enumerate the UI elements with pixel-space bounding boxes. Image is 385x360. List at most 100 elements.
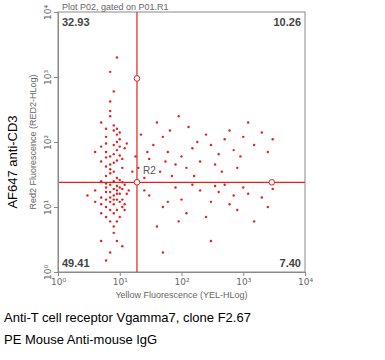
- data-point: [116, 159, 118, 161]
- data-point: [94, 151, 96, 153]
- data-point: [123, 184, 125, 186]
- data-point: [191, 147, 193, 149]
- data-point: [148, 194, 150, 196]
- data-point: [105, 142, 107, 144]
- data-point: [109, 184, 111, 186]
- data-point: [228, 203, 230, 205]
- quadrant-handle[interactable]: [134, 76, 140, 82]
- data-point: [109, 201, 111, 203]
- x-tick-label: 10¹: [113, 277, 128, 287]
- data-point: [217, 153, 219, 155]
- data-point: [100, 196, 102, 198]
- y-tick: 10²: [43, 135, 58, 150]
- data-point: [116, 189, 118, 191]
- data-point: [242, 136, 244, 138]
- data-point: [223, 184, 225, 186]
- data-point: [205, 216, 207, 218]
- data-point: [174, 163, 176, 165]
- plot-frame: [58, 12, 305, 272]
- data-point: [113, 188, 115, 190]
- data-point: [105, 165, 107, 167]
- data-point: [119, 154, 121, 156]
- data-point: [131, 170, 133, 172]
- data-point: [109, 155, 111, 157]
- data-point: [116, 209, 118, 211]
- data-point: [105, 128, 107, 130]
- data-point: [109, 163, 111, 165]
- data-point: [261, 196, 263, 198]
- data-point: [143, 189, 145, 191]
- x-tick: 10³: [236, 272, 251, 287]
- title: Plot P02, gated on P01.R1: [62, 2, 169, 12]
- outer-y-label: AF647 anti-CD3: [5, 115, 20, 208]
- data-point: [232, 149, 234, 151]
- data-point: [119, 193, 121, 195]
- x-tick-label: 10⁴: [298, 277, 313, 287]
- data-point: [146, 151, 148, 153]
- data-point: [109, 115, 111, 117]
- data-point: [119, 131, 121, 133]
- quadrant-handle[interactable]: [269, 179, 275, 185]
- x-axis-title: Yellow Fluorescence (YEL-HLog): [115, 290, 247, 300]
- data-point: [239, 155, 241, 157]
- data-point: [100, 240, 102, 242]
- y-tick-mark: [54, 142, 58, 143]
- data-point: [210, 201, 212, 203]
- data-point: [162, 206, 164, 208]
- data-point: [113, 203, 115, 205]
- data-point: [187, 126, 189, 128]
- data-point: [113, 144, 115, 146]
- data-point: [113, 194, 115, 196]
- data-point: [105, 191, 107, 193]
- quadrant-percentage: 10.26: [273, 16, 301, 28]
- y-tick-label: 10¹: [43, 200, 53, 215]
- caption: PE Mouse Anti-mouse IgG: [4, 332, 157, 347]
- x-tick: 10⁴: [298, 272, 313, 287]
- data-point: [126, 142, 128, 144]
- data-point: [156, 225, 158, 227]
- y-tick: 10⁰: [43, 265, 58, 280]
- data-point: [100, 212, 102, 214]
- y-tick: 10⁴: [43, 5, 58, 20]
- y-tick: 10³: [43, 70, 58, 85]
- x-axis: 10⁰10¹10²10³10⁴: [51, 272, 313, 287]
- data-point: [247, 193, 249, 195]
- data-point: [113, 212, 115, 214]
- data-point: [116, 198, 118, 200]
- data-point: [267, 151, 269, 153]
- data-point: [167, 151, 169, 153]
- data-point: [156, 121, 158, 123]
- y-tick-mark: [54, 272, 58, 273]
- data-point: [116, 56, 118, 58]
- data-point: [119, 186, 121, 188]
- data-point: [113, 162, 115, 164]
- data-point: [253, 144, 255, 146]
- data-point: [105, 186, 107, 188]
- y-tick-label: 10⁰: [43, 265, 53, 280]
- data-point: [210, 144, 212, 146]
- data-point: [221, 170, 223, 172]
- data-point: [199, 189, 201, 191]
- data-point: [105, 206, 107, 208]
- data-point: [116, 220, 118, 222]
- data-point: [100, 145, 102, 147]
- data-point: [185, 167, 187, 169]
- data-point: [116, 240, 118, 242]
- data-point: [191, 184, 193, 186]
- data-point: [100, 160, 102, 162]
- data-point: [185, 212, 187, 214]
- data-point: [116, 133, 118, 135]
- data-point: [94, 201, 96, 203]
- x-tick: 10²: [174, 272, 189, 287]
- x-tick-mark: [182, 272, 183, 276]
- data-point: [236, 167, 238, 169]
- data-point: [113, 170, 115, 172]
- data-point: [128, 189, 130, 191]
- data-point: [210, 240, 212, 242]
- data-point: [105, 156, 107, 158]
- data-point: [116, 128, 118, 130]
- data-point: [148, 158, 150, 160]
- quadrant-handle[interactable]: [134, 179, 140, 185]
- quadrant-percentage: 7.40: [280, 257, 301, 269]
- data-point: [119, 145, 121, 147]
